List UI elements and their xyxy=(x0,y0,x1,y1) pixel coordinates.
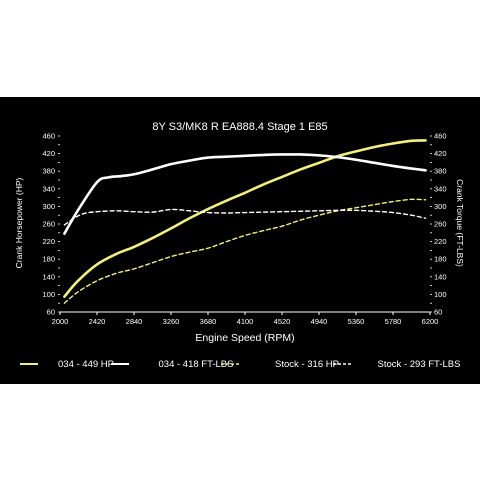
x-tick-label: 3260 xyxy=(163,317,180,326)
y-left-tick-label: 60 xyxy=(47,308,55,317)
legend-label: Stock - 316 HP xyxy=(275,359,339,370)
x-tick-label: 3680 xyxy=(200,317,217,326)
series-layer xyxy=(63,139,427,304)
series-line-stock-293-ft-lbs xyxy=(63,208,427,226)
chart-title: 8Y S3/MK8 R EA888.4 Stage 1 E85 xyxy=(152,121,327,133)
x-tick-label: 2840 xyxy=(126,317,143,326)
x-axis-label: Engine Speed (RPM) xyxy=(195,332,294,344)
y-right-tick-label: 220 xyxy=(434,237,447,246)
y-left-tick-label: 180 xyxy=(42,255,55,264)
y-right-tick-label: 140 xyxy=(434,272,447,281)
y-axis-right-ticks: 60 100 140 180 220 260 300 340 380 420 460 xyxy=(430,132,447,317)
series-line-034-449-hp xyxy=(63,139,427,298)
y-right-tick-label: 60 xyxy=(434,308,442,317)
y-axis-right-label: Crank Torque (FT-LBS) xyxy=(455,179,465,267)
y-left-tick-label: 340 xyxy=(42,184,55,193)
legend-label: 034 - 418 FT-LBS xyxy=(159,359,234,370)
x-tick-label: 2000 xyxy=(52,317,69,326)
y-right-tick-label: 260 xyxy=(434,220,447,229)
y-left-tick-label: 220 xyxy=(42,237,55,246)
y-left-tick-label: 260 xyxy=(42,220,55,229)
x-tick-label: 4940 xyxy=(311,317,328,326)
y-left-tick-label: 100 xyxy=(42,290,55,299)
x-tick-label: 6200 xyxy=(422,317,439,326)
y-right-tick-label: 460 xyxy=(434,132,447,141)
legend-label: Stock - 293 FT-LBS xyxy=(378,359,461,370)
legend-label: 034 - 449 HP xyxy=(58,359,114,370)
x-tick-label: 4100 xyxy=(237,317,254,326)
y-left-tick-label: 460 xyxy=(42,132,55,141)
chart-panel xyxy=(0,97,480,384)
x-tick-label: 4520 xyxy=(274,317,291,326)
y-right-tick-label: 100 xyxy=(434,290,447,299)
x-tick-label: 2420 xyxy=(89,317,106,326)
y-axis-left-label: Crank Horsepower (HP) xyxy=(14,177,24,268)
series-line-stock-316-hp xyxy=(63,198,427,304)
legend: 034 - 449 HP 034 - 418 FT-LBS Stock - 316 … xyxy=(20,359,460,370)
series-line-034-418-ft-lbs xyxy=(63,153,427,235)
y-left-tick-label: 140 xyxy=(42,272,55,281)
y-right-tick-label: 300 xyxy=(434,202,447,211)
x-tick-label: 5360 xyxy=(348,317,365,326)
y-right-tick-label: 380 xyxy=(434,167,447,176)
x-tick-label: 5780 xyxy=(385,317,402,326)
y-axis-left-ticks: 60 100 140 180 220 260 300 340 380 420 460 xyxy=(42,132,60,317)
y-right-tick-label: 420 xyxy=(434,149,447,158)
y-left-tick-label: 380 xyxy=(42,167,55,176)
y-left-tick-label: 300 xyxy=(42,202,55,211)
y-right-tick-label: 340 xyxy=(434,184,447,193)
y-left-tick-label: 420 xyxy=(42,149,55,158)
x-axis-ticks: 2000 2420 2840 3260 3680 4100 4520 4940 5360 5780… xyxy=(52,312,439,326)
y-right-tick-label: 180 xyxy=(434,255,447,264)
